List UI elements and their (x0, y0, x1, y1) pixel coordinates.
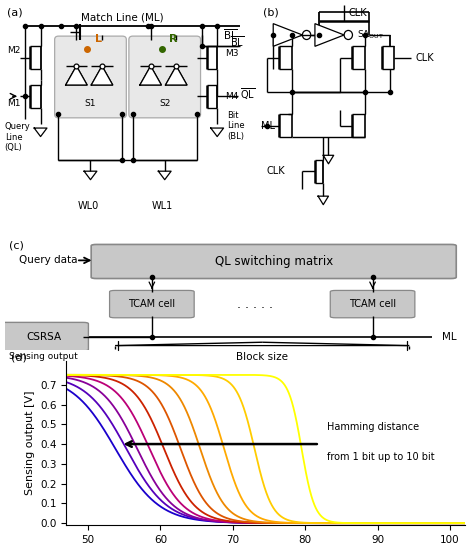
Y-axis label: Sensing output [V]: Sensing output [V] (25, 391, 35, 496)
Text: L: L (95, 34, 102, 44)
Text: Hamming distance: Hamming distance (327, 422, 419, 432)
Text: TCAM cell: TCAM cell (128, 299, 175, 309)
Text: Match Line (ML): Match Line (ML) (81, 12, 164, 22)
Text: QL switching matrix: QL switching matrix (215, 255, 333, 268)
Text: M3: M3 (225, 49, 238, 57)
Text: Block size: Block size (236, 352, 288, 362)
Polygon shape (165, 66, 187, 85)
Text: CSRSA: CSRSA (26, 331, 62, 342)
Text: (a): (a) (7, 8, 23, 18)
Text: CLK: CLK (415, 53, 434, 63)
Text: ML: ML (441, 331, 456, 342)
Text: SA$_{\mathrm{OUT}}$: SA$_{\mathrm{OUT}}$ (356, 29, 384, 41)
FancyBboxPatch shape (91, 245, 456, 278)
Text: Bit
Line
(BL): Bit Line (BL) (228, 111, 245, 141)
Text: $\overline{\mathrm{QL}}$: $\overline{\mathrm{QL}}$ (240, 86, 255, 102)
Text: ML: ML (261, 121, 275, 131)
Text: WL0: WL0 (77, 201, 99, 211)
FancyBboxPatch shape (109, 290, 194, 318)
FancyBboxPatch shape (129, 36, 201, 118)
Text: TCAM cell: TCAM cell (349, 299, 396, 309)
Text: $\overline{\mathrm{BL}}$: $\overline{\mathrm{BL}}$ (222, 27, 237, 42)
Text: from 1 bit up to 10 bit: from 1 bit up to 10 bit (327, 452, 435, 462)
Polygon shape (91, 66, 113, 85)
Text: (d): (d) (10, 353, 27, 363)
Polygon shape (140, 66, 161, 85)
Text: Block size: Block size (236, 361, 288, 371)
FancyBboxPatch shape (0, 322, 89, 351)
Polygon shape (66, 66, 87, 85)
Text: Query data: Query data (18, 255, 77, 265)
Text: $\overline{\mathrm{BL}}$: $\overline{\mathrm{BL}}$ (230, 34, 244, 49)
Polygon shape (273, 24, 302, 46)
Text: (b): (b) (263, 8, 279, 18)
Text: Sensing output: Sensing output (9, 352, 78, 361)
Text: Query
Line
(QL): Query Line (QL) (5, 122, 30, 152)
Text: WL1: WL1 (152, 201, 173, 211)
Text: S1: S1 (85, 98, 96, 108)
Text: R: R (169, 34, 178, 44)
Text: M1: M1 (7, 98, 21, 108)
Text: . . . . .: . . . . . (237, 298, 273, 311)
FancyBboxPatch shape (55, 36, 126, 118)
Text: CLK: CLK (348, 8, 367, 18)
Text: (c): (c) (9, 240, 24, 250)
Text: M4: M4 (225, 92, 238, 101)
Polygon shape (315, 24, 344, 46)
FancyBboxPatch shape (330, 290, 415, 318)
Text: M2: M2 (7, 46, 21, 55)
Text: CLK: CLK (267, 166, 285, 176)
Text: S2: S2 (159, 98, 170, 108)
